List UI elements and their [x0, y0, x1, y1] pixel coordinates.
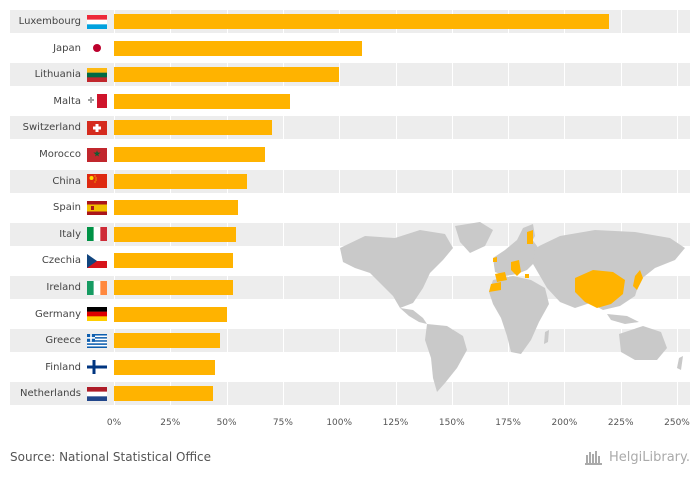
x-tick-label: 200% — [551, 418, 578, 428]
brand-logo: HelgiLibrary. — [585, 449, 690, 465]
grid-line — [564, 8, 566, 408]
category-label: Germany — [35, 308, 81, 320]
flag-icon-luxembourg — [87, 14, 107, 29]
bar-finland — [114, 359, 216, 375]
map-spain — [495, 272, 507, 282]
brand-name: HelgiLibrary. — [609, 449, 690, 465]
x-tick-label: 225% — [607, 418, 634, 428]
category-label: Malta — [53, 95, 81, 107]
category-label: Finland — [45, 361, 81, 373]
grid-line — [395, 8, 397, 408]
bar-morocco — [114, 147, 265, 162]
map-china — [575, 270, 625, 308]
x-tick-label: 0% — [106, 418, 122, 428]
bar-lithuania — [114, 67, 340, 83]
flag-icon-japan — [87, 41, 107, 56]
bar-germany — [114, 306, 227, 322]
x-tick-label: 175% — [495, 418, 521, 428]
map-madagascar — [544, 330, 549, 344]
flag-icon-netherlands — [87, 386, 107, 401]
bar-netherlands — [114, 386, 214, 402]
map-north-america — [340, 230, 453, 308]
category-label: China — [52, 175, 81, 187]
map-indonesia — [607, 314, 639, 324]
bar-china — [114, 173, 247, 189]
bar-greece — [114, 333, 220, 349]
flag-icon-malta — [87, 94, 107, 109]
flag-icon-ireland — [87, 280, 107, 295]
map-africa — [489, 276, 549, 354]
bar-malta — [114, 93, 290, 109]
category-label: Netherlands — [20, 388, 81, 400]
x-tick-label: 25% — [160, 418, 181, 428]
category-label: Greece — [45, 335, 81, 347]
flag-icon-czechia — [87, 253, 107, 268]
grid-line — [677, 8, 678, 408]
map-greece — [525, 274, 529, 278]
row-band — [10, 63, 690, 87]
flag-icon-italy — [87, 227, 107, 242]
flag-icon-greece — [87, 333, 107, 348]
x-tick-label: 50% — [216, 418, 237, 428]
map-central-america — [400, 308, 427, 324]
category-label: Morocco — [39, 149, 81, 160]
bar-spain — [114, 200, 238, 216]
map-south-america — [425, 324, 467, 392]
map-europe — [493, 238, 540, 276]
flag-icon-switzerland — [87, 120, 107, 135]
category-label: Lithuania — [34, 69, 81, 81]
x-tick-label: 75% — [272, 418, 293, 428]
category-label: Luxembourg — [18, 16, 81, 27]
x-tick-label: 125% — [382, 418, 409, 428]
flag-icon-germany — [87, 307, 107, 322]
row-band — [10, 116, 690, 140]
world-map — [340, 222, 685, 392]
brand-icon — [585, 451, 603, 465]
map-finland — [527, 230, 533, 244]
category-label: Switzerland — [22, 122, 81, 134]
grid-line — [620, 8, 622, 408]
bar-switzerland — [114, 120, 272, 136]
bar-italy — [114, 226, 236, 242]
bar-luxembourg — [114, 14, 610, 29]
x-tick-label: 250% — [664, 418, 690, 428]
flag-icon-spain — [87, 200, 107, 215]
bar-czechia — [114, 253, 234, 269]
grid-line — [339, 8, 341, 408]
bar-chart: Luxembourg Japan Lithuania Malta Switzerland… — [10, 8, 690, 428]
map-ireland — [493, 257, 497, 262]
grid-line — [451, 8, 453, 408]
flag-icon-morocco — [87, 147, 107, 162]
map-new-zealand — [677, 356, 683, 370]
flag-icon-lithuania — [87, 67, 107, 82]
category-label: Czechia — [41, 255, 81, 267]
category-label: Italy — [59, 228, 81, 240]
map-australia — [619, 326, 667, 360]
category-label: Ireland — [46, 282, 81, 293]
x-tick-label: 150% — [438, 418, 465, 428]
flag-icon-finland — [87, 360, 107, 375]
map-asia — [533, 230, 685, 310]
map-morocco — [489, 282, 501, 292]
map-greenland — [455, 222, 493, 253]
row-band — [10, 169, 690, 193]
grid-line — [508, 8, 510, 408]
map-japan — [633, 270, 643, 290]
map-italy-germany — [511, 260, 521, 276]
bar-japan — [114, 40, 362, 56]
grid-line — [282, 8, 284, 408]
category-label: Spain — [53, 202, 81, 214]
category-label: Japan — [53, 42, 81, 54]
source-note: Source: National Statistical Office — [10, 450, 212, 464]
flag-icon-china — [87, 174, 107, 189]
bar-ireland — [114, 280, 234, 295]
x-tick-label: 100% — [326, 418, 353, 428]
